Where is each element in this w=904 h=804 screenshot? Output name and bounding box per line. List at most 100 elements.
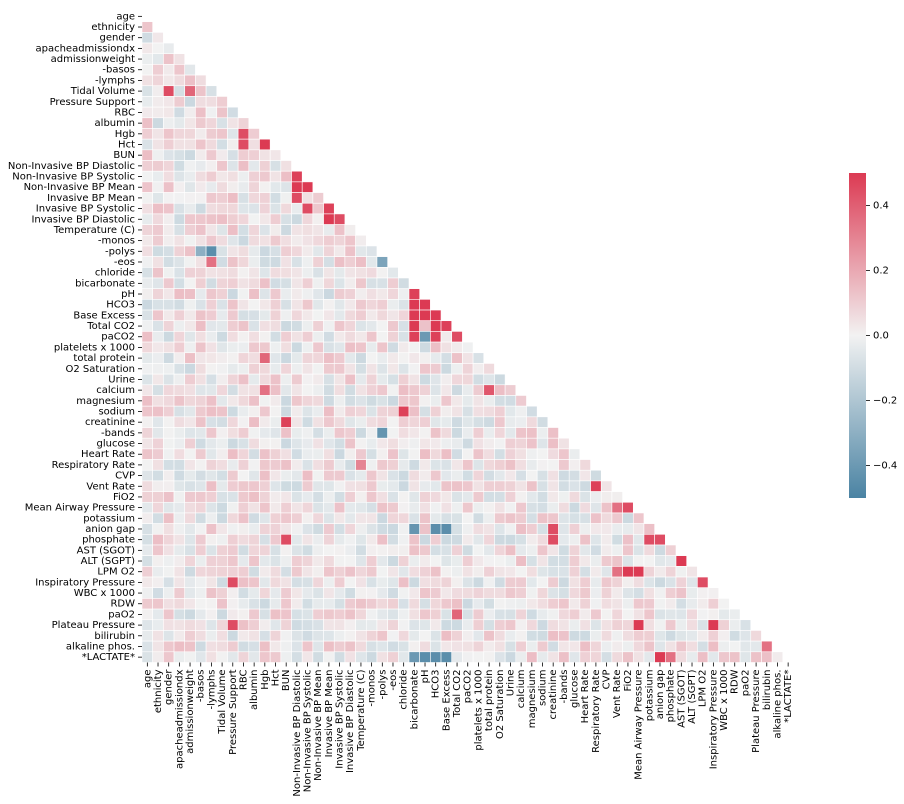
x-tick-label: ethnicity: [153, 669, 164, 713]
heatmap-cell: [141, 234, 153, 247]
heatmap-cell: [718, 619, 730, 631]
heatmap-cell: [163, 170, 175, 183]
heatmap-cell: [387, 630, 399, 642]
heatmap-cell: [141, 437, 153, 450]
x-tick-label: total protein: [484, 669, 495, 731]
heatmap-cell: [237, 501, 250, 514]
heatmap-cell: [152, 630, 164, 642]
heatmap-cell: [248, 267, 260, 279]
heatmap-cell: [184, 544, 196, 556]
heatmap-cell: [184, 384, 196, 396]
heatmap-cell: [205, 651, 218, 663]
heatmap-cell: [141, 320, 153, 332]
heatmap-cell: [323, 331, 335, 343]
heatmap-cell: [237, 213, 250, 225]
heatmap-cell: [355, 405, 367, 418]
heatmap-cell: [195, 106, 207, 119]
heatmap-cell: [152, 480, 164, 492]
heatmap-cell: [611, 491, 623, 503]
heatmap-cell: [718, 640, 730, 653]
heatmap-cell: [227, 192, 239, 204]
heatmap-cell: [141, 64, 153, 76]
heatmap-cell: [483, 448, 495, 460]
heatmap-cell: [483, 437, 495, 450]
heatmap-cell: [398, 427, 410, 439]
heatmap-cell: [291, 608, 303, 621]
heatmap-cell: [376, 555, 388, 567]
heatmap-cell: [163, 106, 175, 119]
heatmap-cell: [227, 416, 239, 428]
heatmap-cell: [184, 459, 196, 471]
heatmap-cell: [216, 149, 228, 161]
heatmap-cell: [440, 651, 453, 663]
heatmap-cell: [515, 608, 527, 621]
heatmap-cell: [152, 640, 164, 653]
heatmap-cell: [333, 416, 346, 428]
heatmap-cell: [269, 448, 282, 460]
heatmap-cell: [665, 608, 677, 621]
x-tick-label: Tidal Volume: [217, 669, 228, 734]
heatmap-cell: [312, 309, 324, 322]
heatmap-cell: [141, 96, 153, 108]
heatmap-cell: [312, 501, 324, 514]
heatmap-cell: [301, 427, 314, 439]
heatmap-cell: [205, 106, 218, 119]
heatmap-cell: [408, 363, 420, 375]
heatmap-cell: [451, 651, 463, 663]
heatmap-cell: [387, 587, 399, 599]
heatmap-cell: [227, 576, 239, 589]
heatmap-cell: [387, 469, 399, 482]
heatmap-cell: [248, 427, 260, 439]
heatmap-cell: [622, 512, 634, 524]
heatmap-cell: [408, 405, 420, 418]
y-tick-label: calcium: [96, 385, 135, 396]
heatmap-cell: [333, 427, 346, 439]
heatmap-cell: [333, 566, 346, 578]
heatmap-cell: [376, 448, 388, 460]
heatmap-cell: [526, 416, 538, 428]
heatmap-cell: [184, 234, 196, 247]
heatmap-cell: [718, 608, 730, 621]
y-tick-label: BUN: [113, 150, 135, 161]
heatmap-cell: [269, 491, 282, 503]
heatmap-cell: [568, 576, 581, 589]
heatmap-cell: [355, 587, 367, 599]
heatmap-cell: [259, 480, 271, 492]
heatmap-cell: [323, 341, 335, 354]
heatmap-cell: [163, 192, 175, 204]
heatmap-cell: [141, 85, 153, 97]
heatmap-cell: [643, 651, 655, 663]
heatmap-cell: [430, 619, 442, 631]
heatmap-cell: [301, 267, 314, 279]
heatmap-cell: [205, 149, 218, 161]
heatmap-cell: [739, 640, 752, 653]
y-tick-label: -lymphs: [95, 75, 135, 86]
y-tick-label: Non-Invasive BP Mean: [24, 182, 135, 193]
heatmap-cell: [301, 491, 314, 503]
heatmap-cell: [195, 149, 207, 161]
heatmap-cell: [312, 395, 324, 407]
heatmap-cell: [173, 523, 186, 535]
heatmap-cell: [558, 523, 570, 535]
y-tick-label: admissionweight: [51, 54, 135, 65]
heatmap-cell: [248, 256, 260, 268]
heatmap-cell: [248, 523, 260, 535]
heatmap-cell: [472, 512, 485, 524]
heatmap-cell: [291, 202, 303, 215]
heatmap-cell: [163, 234, 175, 247]
heatmap-cell: [419, 651, 431, 663]
heatmap-cell: [173, 85, 186, 97]
heatmap-cell: [301, 501, 314, 514]
heatmap-cell: [216, 117, 228, 129]
heatmap-cell: [365, 256, 378, 268]
heatmap-cell: [408, 640, 420, 653]
heatmap-cell: [216, 373, 228, 386]
x-tick-label: admissionweight: [185, 669, 196, 753]
heatmap-cell: [494, 640, 506, 653]
heatmap-cell: [195, 437, 207, 450]
heatmap-cell: [237, 192, 250, 204]
x-tick-label: WBC x 1000: [719, 669, 730, 730]
heatmap-cell: [344, 651, 356, 663]
heatmap-cell: [558, 501, 570, 514]
heatmap-cell: [686, 630, 698, 642]
